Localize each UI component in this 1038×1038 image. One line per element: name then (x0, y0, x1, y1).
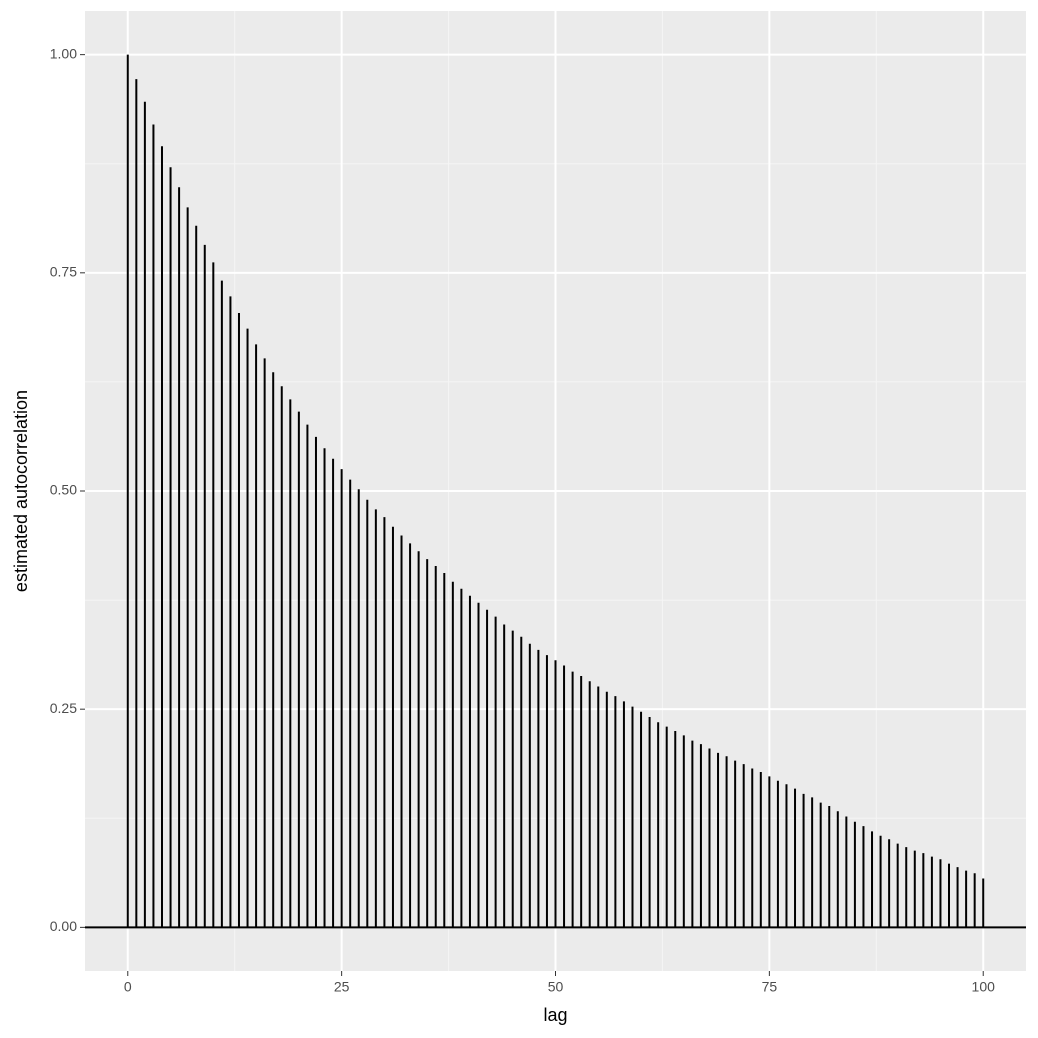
y-tick-label: 0.25 (50, 700, 77, 716)
y-tick-label: 0.00 (50, 918, 77, 934)
y-tick-label: 1.00 (50, 45, 77, 61)
y-tick-label: 0.50 (50, 482, 77, 498)
x-tick-label: 0 (124, 979, 132, 995)
x-axis-title: lag (543, 1005, 567, 1025)
y-axis-title: estimated autocorrelation (11, 390, 31, 592)
y-tick-label: 0.75 (50, 264, 77, 280)
x-tick-label: 100 (972, 979, 996, 995)
x-tick-label: 25 (334, 979, 350, 995)
x-tick-label: 50 (548, 979, 564, 995)
x-tick-label: 75 (762, 979, 778, 995)
